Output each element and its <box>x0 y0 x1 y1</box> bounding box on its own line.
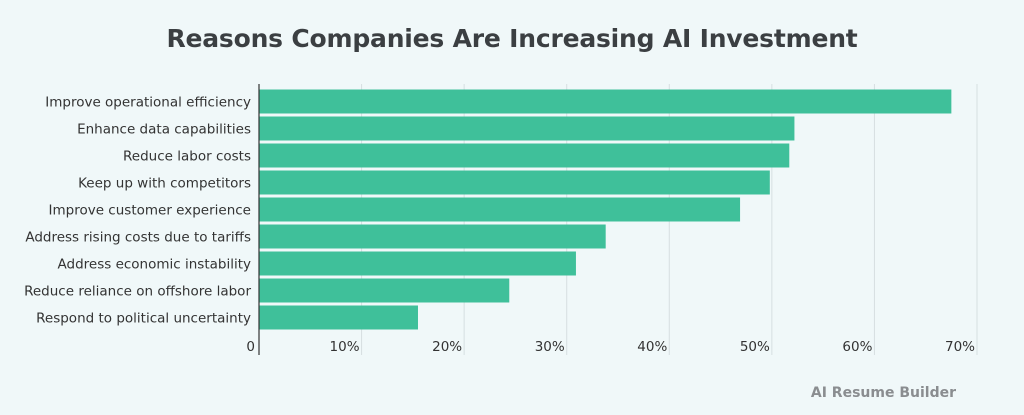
bar <box>259 197 741 222</box>
category-label: Address economic instability <box>58 257 251 273</box>
bar <box>259 89 952 114</box>
bar <box>259 278 510 303</box>
x-tick-label: 0 <box>246 339 255 355</box>
bar <box>259 170 770 195</box>
category-label: Enhance data capabilities <box>77 122 251 138</box>
category-label: Reduce reliance on offshore labor <box>24 284 251 300</box>
bars <box>259 89 952 330</box>
footer-brand: AI Resume Builder <box>810 385 956 401</box>
category-labels: Improve operational efficiency Enhance da… <box>24 95 251 327</box>
category-label: Reduce labor costs <box>123 149 251 165</box>
bar <box>259 305 418 330</box>
bar <box>259 143 790 168</box>
category-label: Improve customer experience <box>49 203 252 219</box>
bar <box>259 116 795 141</box>
x-tick-label: 70% <box>945 339 975 355</box>
x-tick-label: 20% <box>432 339 462 355</box>
category-label: Respond to political uncertainty <box>36 311 251 327</box>
x-tick-label: 50% <box>740 339 770 355</box>
x-tick-label: 10% <box>330 339 360 355</box>
x-tick-label: 40% <box>637 339 667 355</box>
bar <box>259 224 606 249</box>
chart-title: Reasons Companies Are Increasing AI Inve… <box>166 24 858 53</box>
category-label: Keep up with competitors <box>78 176 251 192</box>
category-label: Improve operational efficiency <box>45 95 251 111</box>
x-tick-label: 30% <box>535 339 565 355</box>
x-tick-label: 60% <box>842 339 872 355</box>
category-label: Address rising costs due to tariffs <box>25 230 251 246</box>
bar <box>259 251 576 276</box>
x-tick-labels: 0 10% 20% 30% 40% 50% 60% 70% <box>246 339 975 355</box>
